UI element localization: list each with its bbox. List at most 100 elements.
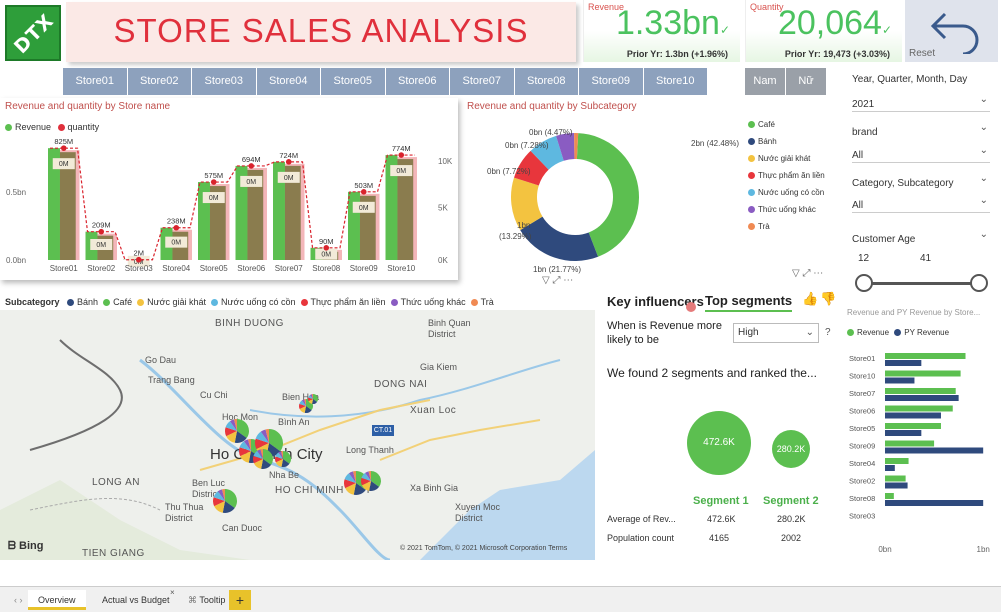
revenue-bar[interactable] xyxy=(885,405,953,412)
map-legend-item[interactable]: Café xyxy=(103,297,132,307)
category-slicer-header[interactable]: Category, Subcategory ⌄ xyxy=(852,173,990,191)
store-button-store09[interactable]: Store09 xyxy=(579,68,644,95)
donut-slice[interactable] xyxy=(511,177,543,231)
map-pie-marker[interactable] xyxy=(224,418,250,444)
donut-legend-item[interactable]: Nước uống có cồn xyxy=(748,188,838,197)
focus-mode-icon[interactable]: ⤢ xyxy=(552,275,561,286)
filter-icon[interactable]: ▽ xyxy=(542,275,550,286)
age-slider-min-handle[interactable] xyxy=(855,274,873,292)
donut-legend-item[interactable]: Trà xyxy=(748,222,838,231)
quantity-point[interactable] xyxy=(398,152,405,158)
donut-slice[interactable] xyxy=(576,133,639,257)
revenue-bar[interactable] xyxy=(885,440,935,447)
more-options-icon[interactable]: ⋯ xyxy=(813,268,824,279)
py-revenue-bar[interactable] xyxy=(885,465,895,471)
map-legend-item[interactable]: Nước uống có cồn xyxy=(211,297,296,307)
thumbs-up-icon[interactable]: 👍 xyxy=(802,291,819,306)
donut-legend-item[interactable]: Café xyxy=(748,120,838,129)
revenue-bar[interactable] xyxy=(885,388,956,394)
donut-legend-item[interactable]: Thực phẩm ăn liền xyxy=(748,171,838,180)
revenue-bar[interactable] xyxy=(385,155,398,260)
map-legend-item[interactable]: Thực phẩm ăn liền xyxy=(300,297,386,307)
date-slicer-dropdown[interactable]: 2021 ⌄ xyxy=(852,94,990,112)
quantity-point[interactable] xyxy=(135,256,142,263)
category-slicer-dropdown[interactable]: All ⌄ xyxy=(852,195,990,213)
py-revenue-bar[interactable] xyxy=(885,430,922,436)
brand-slicer-dropdown[interactable]: All ⌄ xyxy=(852,145,990,163)
revenue-bar[interactable] xyxy=(348,191,360,260)
close-tab-icon[interactable]: × xyxy=(170,588,175,597)
revenue-bar[interactable] xyxy=(885,353,966,359)
tab-tooltip[interactable]: ⌘ Tooltip xyxy=(188,595,226,605)
more-options-icon[interactable]: ⋯ xyxy=(563,275,574,286)
store-button-store06[interactable]: Store06 xyxy=(385,68,450,95)
store-button-store05[interactable]: Store05 xyxy=(321,68,386,95)
segment-1-bubble[interactable]: 472.6K xyxy=(687,411,751,475)
add-page-button[interactable]: + xyxy=(229,590,251,610)
age-range-slider-track[interactable] xyxy=(858,282,984,285)
donut-legend-item[interactable]: Bánh xyxy=(748,137,838,146)
revenue-bar[interactable] xyxy=(235,165,248,260)
map-legend-item[interactable]: Nước giải khát xyxy=(137,297,206,307)
py-revenue-bar[interactable] xyxy=(885,377,915,384)
map-legend-item[interactable]: Thức uống khác xyxy=(390,297,466,307)
py-revenue-bar[interactable] xyxy=(885,482,908,489)
map-legend-item[interactable]: Trà xyxy=(470,297,494,307)
donut-slice[interactable] xyxy=(556,133,575,161)
filter-icon[interactable]: ▽ xyxy=(792,268,800,279)
quantity-point[interactable] xyxy=(173,224,180,231)
segment-1-label[interactable]: Segment 1 xyxy=(693,495,749,507)
store-button-store04[interactable]: Store04 xyxy=(256,68,321,95)
store-button-store10[interactable]: Store10 xyxy=(643,68,708,95)
segment-2-label[interactable]: Segment 2 xyxy=(763,495,819,507)
gender-button-nu[interactable]: Nữ xyxy=(786,68,826,95)
revenue-bar[interactable] xyxy=(885,370,961,377)
quantity-point[interactable] xyxy=(360,189,367,195)
brand-slicer-header[interactable]: brand ⌄ xyxy=(852,122,990,140)
py-revenue-bar[interactable] xyxy=(885,447,984,454)
focus-mode-icon[interactable]: ⤢ xyxy=(802,268,811,279)
gender-button-nam[interactable]: Nam xyxy=(745,68,785,95)
revenue-bar[interactable] xyxy=(885,493,894,499)
store-button-store08[interactable]: Store08 xyxy=(514,68,579,95)
store-button-store03[interactable]: Store03 xyxy=(192,68,257,95)
map-legend-item[interactable]: Bánh xyxy=(67,297,98,307)
donut-slice[interactable] xyxy=(520,216,599,261)
reset-button[interactable]: Reset xyxy=(905,0,998,62)
revenue-bar[interactable] xyxy=(885,458,909,464)
map-pie-marker[interactable] xyxy=(360,470,382,492)
donut-slice[interactable] xyxy=(514,150,549,186)
quantity-point[interactable] xyxy=(210,179,217,185)
quantity-point[interactable] xyxy=(248,163,255,169)
age-slider-max-handle[interactable] xyxy=(970,274,988,292)
quantity-point[interactable] xyxy=(60,145,67,151)
tab-top-segments[interactable]: Top segments xyxy=(705,293,793,312)
map-pie-marker[interactable] xyxy=(212,488,238,514)
quantity-point[interactable] xyxy=(285,159,292,165)
age-slicer-header[interactable]: Customer Age ⌄ xyxy=(852,229,990,247)
py-revenue-bar[interactable] xyxy=(885,395,959,401)
influencer-dropdown[interactable]: High ⌄ xyxy=(733,323,819,343)
revenue-bar[interactable] xyxy=(273,161,285,260)
tab-key-influencers[interactable]: Key influencers xyxy=(607,294,704,309)
map-visual[interactable]: BINH DUONG Binh Quan District Go Dau Trang … xyxy=(0,310,595,560)
py-revenue-bar[interactable] xyxy=(885,412,941,419)
quantity-point[interactable] xyxy=(323,245,330,251)
map-pie-marker[interactable] xyxy=(274,450,292,468)
revenue-bar[interactable] xyxy=(198,182,210,260)
thumbs-down-icon[interactable]: 👎 xyxy=(820,291,837,306)
py-revenue-bar[interactable] xyxy=(885,500,984,506)
store-button-store02[interactable]: Store02 xyxy=(127,68,192,95)
revenue-bar[interactable] xyxy=(885,423,941,429)
store-button-store01[interactable]: Store01 xyxy=(63,68,128,95)
quantity-point[interactable] xyxy=(98,228,105,235)
tab-overview[interactable]: Overview xyxy=(28,590,86,610)
map-pie-marker[interactable] xyxy=(307,393,319,405)
prev-page-icon[interactable]: ‹ › xyxy=(14,595,23,605)
revenue-bar[interactable] xyxy=(885,475,906,482)
donut-slice[interactable] xyxy=(530,135,564,170)
store-button-store07[interactable]: Store07 xyxy=(450,68,515,95)
map-pie-marker[interactable] xyxy=(298,398,314,414)
donut-slice[interactable] xyxy=(574,133,579,160)
donut-legend-item[interactable]: Thức uống khác xyxy=(748,205,838,214)
